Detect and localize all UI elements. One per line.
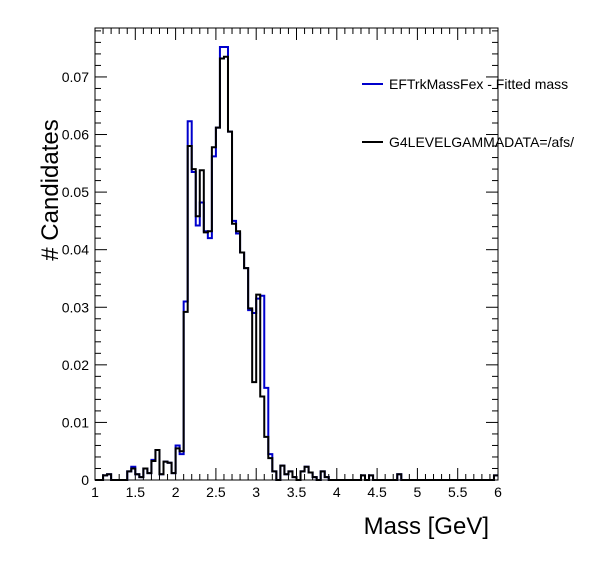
legend-label-fitted-mass: EFTrkMassFex - Fitted mass: [389, 76, 568, 92]
x-tick-label: 2.5: [206, 484, 226, 500]
legend-label-g4level: G4LEVELGAMMADATA=/afs/: [389, 134, 574, 150]
y-tick-label: 0.03: [62, 299, 89, 315]
y-tick-label: 0.04: [62, 242, 89, 258]
y-tick-label: 0.02: [62, 357, 89, 373]
histogram-bin: [172, 473, 176, 480]
x-tick-label: 5: [414, 484, 422, 500]
histogram-series: [95, 46, 498, 481]
histogram-bin: [180, 451, 184, 480]
series-line-0: [95, 46, 498, 481]
x-axis-ticks: 1 1.5 2 2.5 3 3.5 4 4.5 5 5.5 6: [91, 28, 502, 500]
x-axis-title: Mass [GeV]: [364, 513, 489, 540]
plot-frame: [94, 27, 499, 481]
histogram-bin: [147, 473, 151, 480]
y-tick-label: 0.05: [62, 184, 89, 200]
histogram-bin: [196, 216, 200, 480]
x-tick-label: 3.5: [287, 484, 307, 500]
histogram-bin: [204, 232, 208, 480]
x-tick-label: 2: [172, 484, 180, 500]
x-tick-label: 3: [252, 484, 260, 500]
histogram-bin: [216, 128, 220, 480]
series-line-1: [95, 55, 498, 481]
y-axis-ticks: 0 0.01 0.02 0.03 0.04 0.05 0.06 0.07: [62, 30, 498, 488]
x-tick-label: 1.5: [126, 484, 146, 500]
histogram-bin: [252, 382, 256, 480]
y-tick-label: 0.06: [62, 127, 89, 143]
histogram-bin: [236, 231, 240, 480]
x-tick-label: 1: [91, 484, 99, 500]
legend: EFTrkMassFex - Fitted mass G4LEVELGAMMAD…: [362, 76, 574, 150]
histogram-bin: [232, 224, 236, 480]
histogram-bin: [240, 253, 244, 480]
series-0: [95, 46, 498, 481]
series-1: [95, 55, 498, 481]
x-tick-label: 4: [333, 484, 341, 500]
x-tick-label: 5.5: [448, 484, 468, 500]
y-tick-label: 0.01: [62, 414, 89, 430]
y-axis-title: # Candidates: [37, 119, 64, 260]
y-tick-label: 0.07: [62, 69, 89, 85]
y-tick-label: 0: [81, 472, 89, 488]
x-tick-label: 4.5: [367, 484, 387, 500]
histogram-bin: [208, 231, 212, 480]
x-tick-label: 6: [494, 484, 502, 500]
